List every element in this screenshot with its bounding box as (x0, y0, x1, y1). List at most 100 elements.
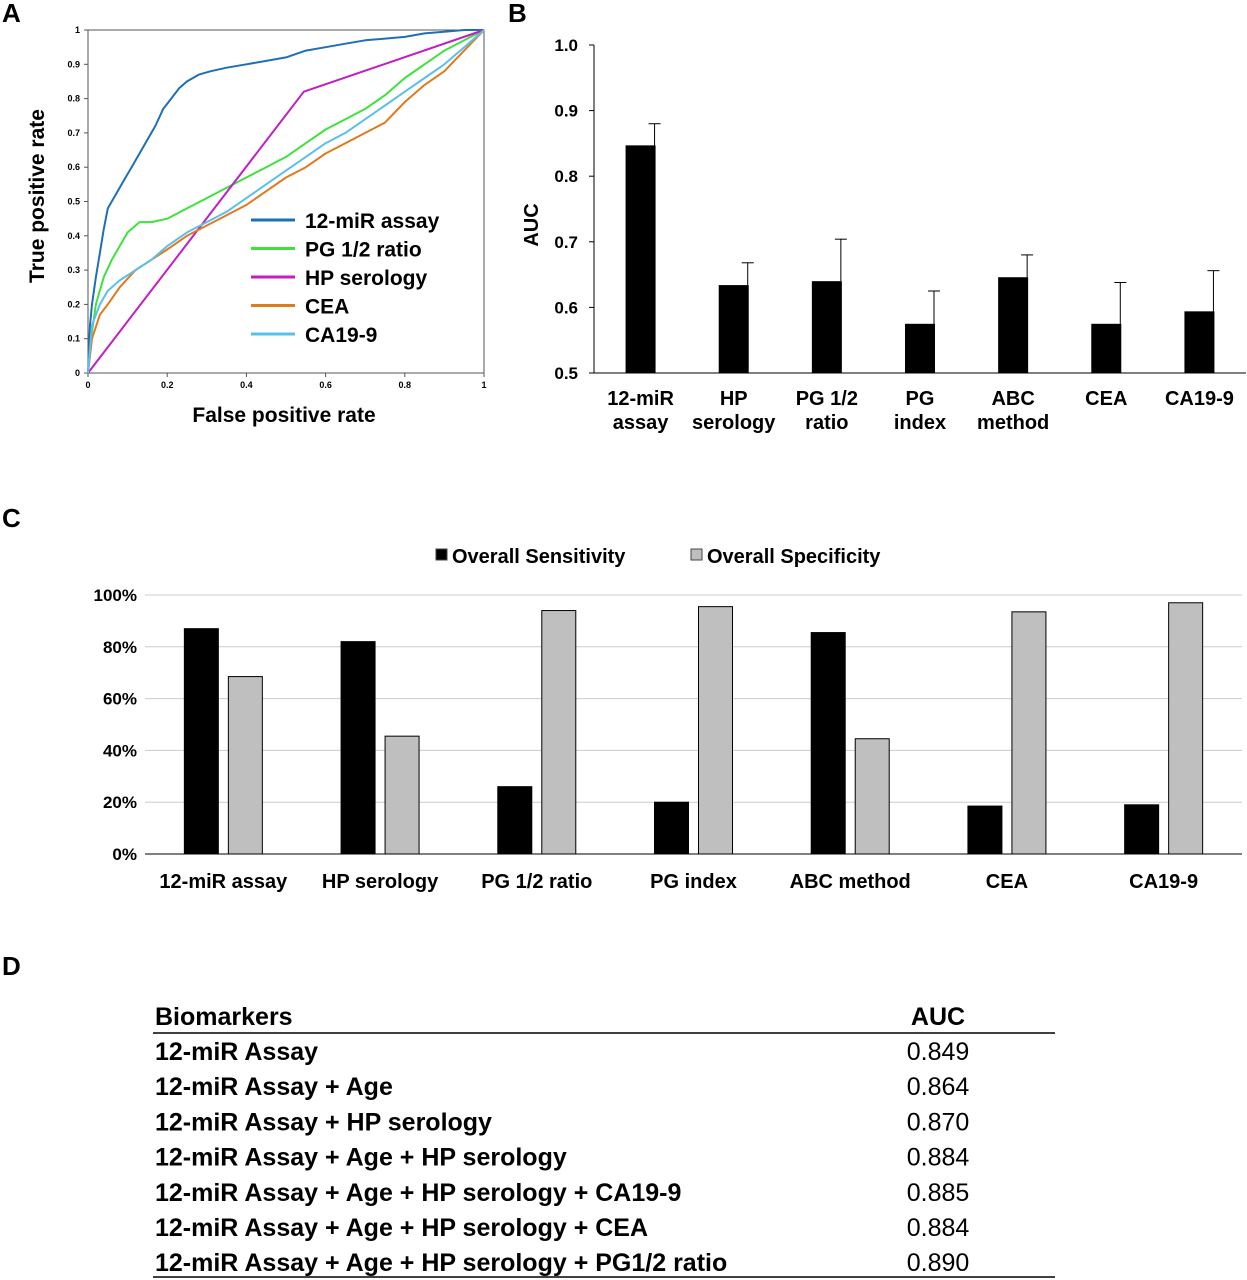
sensitivity-bar (967, 805, 1003, 855)
table-row-auc: 0.884 (907, 1214, 970, 1242)
roc-legend-label: CEA (305, 296, 349, 319)
roc-plot-frame (87, 29, 485, 374)
sens-spec-bars (183, 602, 1204, 855)
roc-legend-label: PG 1/2 ratio (305, 239, 422, 262)
table-body: 12-miR Assay 0.849 12-miR Assay + Age 0.864… (155, 1038, 969, 1277)
roc-legend-label: HP serology (305, 267, 427, 290)
sens-spec-categories: 12-miR assay HP serology PG 1/2 ratio PG in… (159, 871, 1198, 893)
sens-spec-category-label: PG 1/2 ratio (481, 871, 592, 893)
sens-spec-category-label: HP serology (322, 871, 439, 893)
panel-label-d: D (2, 951, 21, 981)
sensitivity-bar (654, 801, 689, 855)
sens-spec-category-label: CEA (986, 871, 1028, 893)
table-row-biomarker: 12-miR Assay + Age + HP serology + CEA (155, 1214, 648, 1242)
auc-category-label: method (977, 412, 1049, 434)
auc-category-label: assay (613, 412, 669, 434)
table-row-biomarker: 12-miR Assay + HP serology (155, 1108, 492, 1136)
auc-category-label: PG 1/2 (796, 388, 858, 410)
table-row-auc: 0.884 (907, 1144, 970, 1172)
roc-series-lines (87, 29, 485, 374)
roc-y-tick-label: 0.7 (67, 128, 80, 138)
auc-bar (625, 145, 656, 373)
sens-spec-legend: Overall Sensitivity Overall Specificity (435, 546, 881, 568)
roc-x-tick-label: 0.4 (240, 380, 253, 390)
table-row-auc: 0.885 (907, 1179, 970, 1207)
sens-spec-y-tick-label: 60% (103, 690, 137, 709)
roc-line-cea (87, 29, 485, 374)
sens-spec-y-tick-label: 100% (94, 586, 137, 605)
sens-spec-legend-swatch (690, 548, 703, 561)
roc-legend-label: 12-miR assay (305, 210, 440, 233)
sensitivity-bar (340, 641, 376, 855)
table-header-auc: AUC (911, 1003, 965, 1031)
sens-spec-y-tick-label: 20% (103, 793, 137, 812)
specificity-bar (854, 738, 890, 855)
roc-legend: 12-miR assay PG 1/2 ratio HP serology CEA CA… (251, 210, 440, 347)
auc-category-label: CEA (1085, 388, 1127, 410)
roc-x-tick-label: 0.8 (399, 380, 412, 390)
sens-spec-category-label: CA19-9 (1129, 871, 1198, 893)
roc-line-ca19-9 (87, 29, 485, 374)
auc-y-axis-title: AUC (521, 203, 543, 246)
sensitivity-bar (810, 632, 846, 855)
auc-y-tick-label: 0.9 (554, 102, 578, 121)
sens-spec-legend-label: Overall Sensitivity (452, 546, 626, 568)
sens-spec-y-tick-label: 40% (103, 741, 137, 760)
specificity-bar (384, 735, 420, 855)
table-row-auc: 0.870 (907, 1108, 970, 1136)
auc-bar (998, 277, 1029, 373)
roc-y-tick-label: 0.3 (67, 265, 80, 275)
auc-category-label: ratio (805, 412, 848, 434)
table-row-auc: 0.864 (907, 1073, 970, 1101)
table-row-biomarker: 12-miR Assay + Age (155, 1073, 393, 1101)
table-row-biomarker: 12-miR Assay (155, 1038, 318, 1066)
auc-category-label: serology (692, 412, 776, 434)
table-header-biomarkers: Biomarkers (155, 1003, 293, 1031)
sensitivity-bar (497, 786, 533, 855)
roc-y-tick-label: 0.9 (67, 59, 80, 69)
auc-y-tick-label: 0.5 (554, 364, 578, 383)
auc-y-tick-label: 0.6 (554, 298, 578, 317)
table-row-biomarker: 12-miR Assay + Age + HP serology (155, 1144, 567, 1172)
roc-y-tick-label: 1 (75, 25, 80, 35)
roc-x-tick-label: 1 (481, 380, 486, 390)
sens-spec-legend-swatch (435, 548, 448, 561)
sens-spec-gridlines: 0% 20% 40% 60% 80% 100% (94, 586, 1242, 864)
auc-category-label: index (894, 412, 946, 434)
table-row-biomarker: 12-miR Assay + Age + HP serology + PG1/2… (155, 1249, 727, 1277)
roc-y-tick-label: 0.5 (67, 197, 80, 207)
panel-label-a: A (2, 0, 21, 28)
sens-spec-y-tick-label: 0% (112, 845, 137, 864)
roc-x-tick-label: 0.2 (161, 380, 174, 390)
roc-line-hp-serology (87, 29, 485, 374)
roc-y-tick-label: 0.6 (67, 162, 80, 172)
auc-category-label: CA19-9 (1165, 388, 1234, 410)
auc-category-label: 12-miR (607, 388, 674, 410)
table-row-auc: 0.890 (907, 1249, 970, 1277)
sensitivity-bar (1124, 804, 1160, 855)
panel-label-c: C (2, 503, 21, 533)
roc-line-12-mir-assay (87, 29, 484, 374)
auc-bars (625, 123, 1220, 373)
auc-bar (718, 285, 749, 373)
roc-chart: 0 0.2 0.4 0.6 0.8 1 0 0.1 0.2 0.3 0.4 0.5 0.6 0.7 0.8 0… (26, 25, 487, 427)
roc-x-axis-title: False positive rate (192, 404, 375, 427)
auc-bar (1184, 311, 1215, 373)
specificity-bar (227, 676, 263, 855)
auc-y-tick-label: 1.0 (554, 36, 578, 55)
roc-x-tick-label: 0.6 (319, 380, 332, 390)
auc-bar (1091, 323, 1122, 373)
auc-category-label: ABC (991, 388, 1034, 410)
roc-y-tick-label: 0.4 (67, 231, 80, 241)
table-row-auc: 0.849 (907, 1038, 970, 1066)
auc-category-label: PG (906, 388, 935, 410)
specificity-bar (541, 610, 577, 855)
roc-legend-label: CA19-9 (305, 324, 377, 347)
roc-x-tick-label: 0 (85, 380, 90, 390)
table-row-biomarker: 12-miR Assay + Age + HP serology + CA19-… (155, 1179, 681, 1207)
specificity-bar (1168, 602, 1204, 855)
roc-line-pg-1-2-ratio (87, 29, 485, 374)
